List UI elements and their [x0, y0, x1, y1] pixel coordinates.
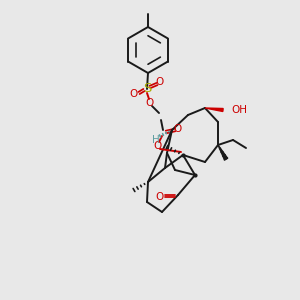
Polygon shape: [205, 108, 223, 112]
Text: O: O: [174, 124, 182, 134]
Text: O: O: [154, 141, 162, 151]
Text: O: O: [156, 192, 164, 202]
Text: S: S: [143, 82, 151, 95]
Text: O: O: [130, 89, 138, 99]
Text: H: H: [152, 135, 160, 145]
Text: O: O: [145, 98, 153, 108]
Text: OH: OH: [231, 105, 247, 115]
Text: O: O: [156, 77, 164, 87]
Polygon shape: [218, 145, 227, 160]
